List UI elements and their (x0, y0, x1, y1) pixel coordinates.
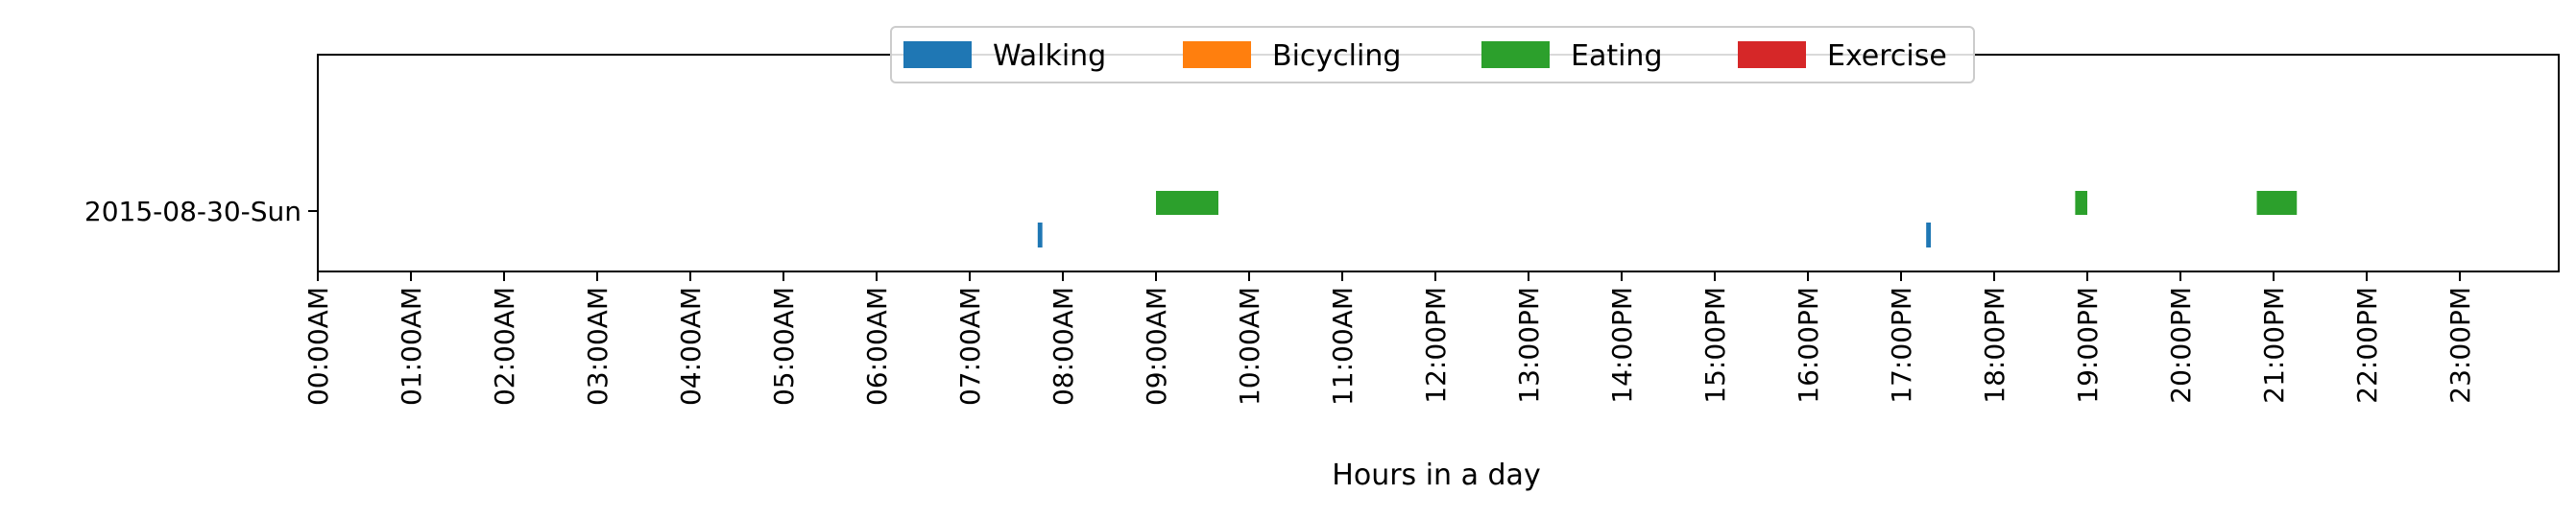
x-tick-label: 01:00AM (396, 287, 427, 406)
x-tick-label: 18:00PM (1979, 287, 2010, 404)
eating-bar (2256, 191, 2298, 215)
x-axis-label: Hours in a day (1332, 459, 1540, 492)
eating-legend-label: Eating (1571, 39, 1663, 73)
x-tick-label: 02:00AM (489, 287, 520, 406)
activity-bars (1037, 191, 2298, 247)
x-tick-label: 12:00PM (1420, 287, 1452, 404)
eating-bar (1156, 191, 1218, 215)
x-tick-label: 14:00PM (1606, 287, 1638, 404)
x-tick-label: 06:00AM (861, 287, 893, 406)
walking-legend-swatch (903, 41, 972, 68)
x-tick-label: 03:00AM (582, 287, 614, 406)
exercise-legend-label: Exercise (1827, 39, 1947, 73)
y-axis-ticks: 2015-08-30-Sun (84, 196, 318, 227)
x-tick-label: 15:00PM (1699, 287, 1731, 404)
bicycling-legend-swatch (1183, 41, 1251, 68)
x-tick-label: 05:00AM (768, 287, 800, 406)
x-tick-label: 20:00PM (2165, 287, 2197, 404)
walking-legend-label: Walking (993, 39, 1106, 73)
legend-frame (890, 26, 1975, 83)
x-tick-label: 10:00AM (1234, 287, 1265, 406)
x-tick-label: 08:00AM (1047, 287, 1079, 406)
x-tick-label: 22:00PM (2351, 287, 2383, 404)
x-axis-ticks: 00:00AM 01:00AM 02:00AM 03:00AM 04:00AM 05:00… (302, 271, 2476, 406)
eating-bar (2075, 191, 2087, 215)
x-tick-label: 16:00PM (1793, 287, 1824, 404)
y-tick-label: 2015-08-30-Sun (84, 196, 301, 227)
x-tick-label: 07:00AM (954, 287, 986, 406)
bicycling-legend-label: Bicycling (1272, 39, 1401, 73)
plot-area (317, 54, 2560, 272)
x-tick-label: 04:00AM (675, 287, 707, 406)
x-tick-label: 21:00PM (2258, 287, 2290, 404)
x-tick-label: 13:00PM (1513, 287, 1545, 404)
x-tick-label: 11:00AM (1327, 287, 1359, 406)
exercise-legend-swatch (1738, 41, 1806, 68)
walking-bar (1037, 223, 1043, 247)
x-tick-label: 23:00PM (2444, 287, 2476, 404)
x-tick-label: 19:00PM (2072, 287, 2104, 404)
eating-legend-swatch (1481, 41, 1550, 68)
legend: Walking Bicycling Eating Exercise (890, 26, 1975, 83)
x-tick-label: 09:00AM (1141, 287, 1172, 406)
walking-bar (1926, 223, 1932, 247)
x-tick-label: 17:00PM (1886, 287, 1917, 404)
x-tick-label: 00:00AM (302, 287, 334, 406)
